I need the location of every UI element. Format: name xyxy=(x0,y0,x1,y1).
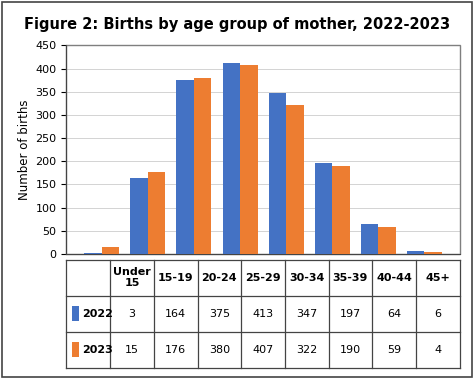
Text: 2022: 2022 xyxy=(82,309,112,319)
Text: Figure 2: Births by age group of mother, 2022-2023: Figure 2: Births by age group of mother,… xyxy=(24,17,450,32)
Text: 45+: 45+ xyxy=(426,273,450,283)
Text: 15: 15 xyxy=(125,345,139,355)
Text: 15-19: 15-19 xyxy=(158,273,193,283)
Text: 40-44: 40-44 xyxy=(376,273,412,283)
Text: 20-24: 20-24 xyxy=(201,273,237,283)
Bar xyxy=(194,78,211,254)
Y-axis label: Number of births: Number of births xyxy=(18,99,31,200)
Text: 197: 197 xyxy=(340,309,361,319)
Text: 64: 64 xyxy=(387,309,401,319)
Bar xyxy=(148,172,165,254)
Text: 4: 4 xyxy=(434,345,441,355)
Text: 3: 3 xyxy=(128,309,136,319)
Text: 347: 347 xyxy=(296,309,318,319)
Text: 59: 59 xyxy=(387,345,401,355)
Bar xyxy=(424,252,442,254)
Text: 2023: 2023 xyxy=(82,345,112,355)
Text: 25-29: 25-29 xyxy=(245,273,281,283)
Bar xyxy=(176,80,194,254)
Bar xyxy=(240,66,257,254)
Text: 322: 322 xyxy=(296,345,318,355)
Bar xyxy=(269,93,286,254)
Text: Under
15: Under 15 xyxy=(113,267,151,288)
Text: 30-34: 30-34 xyxy=(289,273,325,283)
Text: 380: 380 xyxy=(209,345,230,355)
Text: 413: 413 xyxy=(253,309,273,319)
Text: 407: 407 xyxy=(253,345,273,355)
Bar xyxy=(361,224,378,254)
Bar xyxy=(407,251,424,254)
Bar xyxy=(378,227,396,254)
Bar xyxy=(222,63,240,254)
Text: 190: 190 xyxy=(340,345,361,355)
Bar xyxy=(286,105,304,254)
Bar xyxy=(332,166,350,254)
Bar xyxy=(102,247,119,254)
Text: 6: 6 xyxy=(435,309,441,319)
Text: 164: 164 xyxy=(165,309,186,319)
Bar xyxy=(84,252,102,254)
Text: 176: 176 xyxy=(165,345,186,355)
Bar xyxy=(315,163,332,254)
Text: 35-39: 35-39 xyxy=(333,273,368,283)
Text: 375: 375 xyxy=(209,309,230,319)
Bar xyxy=(130,178,148,254)
